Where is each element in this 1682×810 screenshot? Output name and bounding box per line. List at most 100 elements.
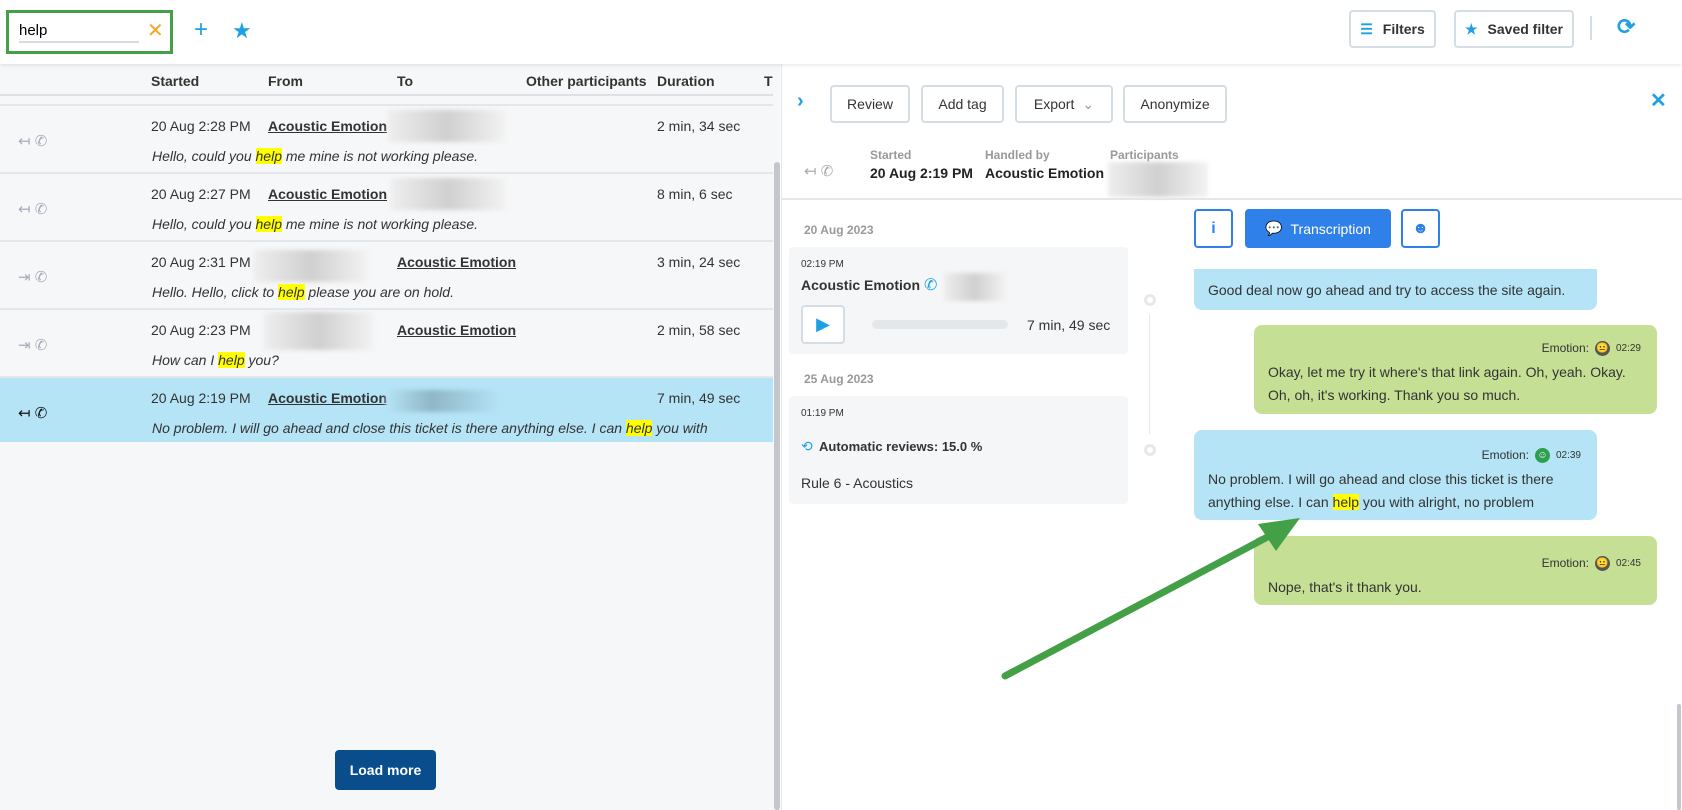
inbound-phone-icon: ↤ ✆ bbox=[18, 133, 48, 150]
search-input[interactable] bbox=[19, 19, 139, 43]
star-icon[interactable]: ★ bbox=[232, 18, 252, 43]
outbound-phone-icon: ⇥ ✆ bbox=[18, 337, 48, 354]
message-text: Nope, that's it thank you. bbox=[1268, 579, 1422, 595]
table-row[interactable]: ⇥ ✆ 20 Aug 2:23 PM Acoustic Emotion 2 mi… bbox=[0, 308, 773, 376]
saved-filter-button[interactable]: ★ Saved filter bbox=[1454, 10, 1574, 48]
emotion-tab[interactable]: ☻ bbox=[1401, 209, 1440, 248]
table-row[interactable]: ↤ ✆ 20 Aug 2:28 PM Acoustic Emotion 2 mi… bbox=[0, 104, 773, 172]
message-text: Good deal now go ahead and try to access… bbox=[1208, 282, 1566, 298]
started: 20 Aug 2:23 PM bbox=[151, 322, 251, 338]
started-label: Started bbox=[870, 148, 912, 162]
snippet: How can I help you? bbox=[152, 352, 279, 368]
chat-message-customer: Emotion: 😐 02:29 Okay, let me try it where… bbox=[1254, 325, 1657, 414]
stars-icon: ★ bbox=[1464, 20, 1478, 37]
anonymize-button[interactable]: Anonymize bbox=[1123, 85, 1227, 123]
transcription-tab[interactable]: 💬 Transcription bbox=[1245, 209, 1391, 248]
timeline-date: 25 Aug 2023 bbox=[804, 372, 874, 386]
snippet: Hello, could you help me mine is not wor… bbox=[152, 148, 479, 164]
inbound-phone-icon: ↤ ✆ bbox=[18, 201, 48, 218]
handled-by-label: Handled by bbox=[985, 148, 1050, 162]
from-link[interactable]: Acoustic Emotion bbox=[268, 118, 388, 134]
from-link[interactable]: Acoustic Emotion bbox=[268, 390, 388, 406]
timeline-line bbox=[1149, 314, 1150, 434]
play-button[interactable]: ▶ bbox=[801, 305, 845, 344]
search-box: ✕ bbox=[6, 10, 173, 54]
rule-name: Rule 6 - Acoustics bbox=[801, 475, 914, 491]
started: 20 Aug 2:31 PM bbox=[151, 254, 251, 270]
auto-review-label: Automatic reviews: 15.0 % bbox=[819, 439, 983, 454]
export-button[interactable]: Export ⌄ bbox=[1015, 85, 1113, 123]
col-t[interactable]: T bbox=[764, 73, 773, 89]
add-tag-button[interactable]: Add tag bbox=[921, 85, 1004, 123]
duration: 3 min, 24 sec bbox=[657, 254, 741, 270]
to-link[interactable]: Acoustic Emotion bbox=[397, 322, 517, 338]
review-button[interactable]: Review bbox=[830, 85, 910, 123]
review-time: 01:19 PM bbox=[801, 408, 844, 419]
message-text: No problem. I will go ahead and close th… bbox=[1208, 471, 1554, 510]
snippet: Hello. Hello, click to help please you a… bbox=[152, 284, 454, 300]
timeline-node bbox=[1144, 294, 1156, 306]
redacted-to bbox=[388, 110, 506, 142]
chat-message-agent: Emotion: ☺ 02:39 No problem. I will go ahe… bbox=[1194, 430, 1597, 520]
call-name: Acoustic Emotion bbox=[801, 277, 921, 293]
snippet: No problem. I will go ahead and close th… bbox=[152, 420, 708, 436]
export-label: Export bbox=[1033, 96, 1075, 112]
handled-by-value: Acoustic Emotion bbox=[985, 165, 1105, 181]
col-from[interactable]: From bbox=[268, 73, 303, 89]
plus-icon[interactable]: + bbox=[194, 16, 209, 43]
started: 20 Aug 2:19 PM bbox=[151, 390, 251, 406]
transcription-label: Transcription bbox=[1290, 220, 1371, 237]
happy-face-icon: ☺ bbox=[1534, 448, 1550, 463]
redacted-number bbox=[944, 273, 1006, 301]
redacted-from bbox=[264, 312, 374, 350]
refresh-icon[interactable]: ⟳ bbox=[1617, 14, 1636, 39]
close-icon[interactable]: ✕ bbox=[147, 20, 164, 42]
duration: 2 min, 58 sec bbox=[657, 322, 741, 338]
playback-progress[interactable] bbox=[872, 320, 1008, 329]
call-card[interactable]: 02:19 PM Acoustic Emotion ✆ ▶ 7 min, 49 … bbox=[789, 247, 1128, 354]
from-link[interactable]: Acoustic Emotion bbox=[268, 186, 388, 202]
col-other-participants[interactable]: Other participants bbox=[526, 73, 647, 89]
chevron-right-icon[interactable]: › bbox=[797, 90, 804, 112]
neutral-face-icon: 😐 bbox=[1594, 556, 1610, 571]
redacted-from bbox=[254, 250, 368, 282]
review-card[interactable]: 01:19 PM ⟲ Automatic reviews: 15.0 % Rul… bbox=[789, 396, 1128, 504]
table-row-selected[interactable]: ↤ ✆ 20 Aug 2:19 PM Acoustic Emotion 7 mi… bbox=[0, 376, 773, 442]
started-value: 20 Aug 2:19 PM bbox=[870, 165, 973, 181]
info-tab[interactable]: i bbox=[1194, 209, 1233, 248]
load-more-button[interactable]: Load more bbox=[335, 750, 436, 790]
filter-icon: ☰ bbox=[1360, 20, 1373, 37]
snippet: Hello, could you help me mine is not wor… bbox=[152, 216, 479, 232]
emotion-label: Emotion: bbox=[1541, 341, 1589, 355]
filters-button[interactable]: ☰ Filters bbox=[1349, 10, 1436, 48]
redacted-to bbox=[386, 390, 501, 412]
to-link[interactable]: Acoustic Emotion bbox=[397, 254, 517, 270]
scrollbar[interactable] bbox=[774, 162, 780, 810]
col-duration[interactable]: Duration bbox=[657, 73, 715, 89]
chat-message-agent: Good deal now go ahead and try to access… bbox=[1194, 269, 1597, 310]
duration: 2 min, 34 sec bbox=[657, 118, 741, 134]
started: 20 Aug 2:28 PM bbox=[151, 118, 251, 134]
col-started[interactable]: Started bbox=[151, 73, 200, 89]
chevron-down-icon: ⌄ bbox=[1082, 95, 1095, 112]
emotion-label: Emotion: bbox=[1541, 556, 1589, 570]
redacted-to bbox=[391, 178, 506, 210]
auto-review-icon: ⟲ bbox=[801, 438, 813, 454]
scrollbar[interactable] bbox=[1677, 704, 1681, 810]
table-row[interactable]: ⇥ ✆ 20 Aug 2:31 PM Acoustic Emotion 3 mi… bbox=[0, 240, 773, 308]
duration: 8 min, 6 sec bbox=[657, 186, 733, 202]
chat-icon: 💬 bbox=[1265, 220, 1283, 236]
top-toolbar: ✕ + ★ ☰ Filters ★ Saved filter ⟳ bbox=[0, 0, 1682, 64]
filters-label: Filters bbox=[1382, 21, 1425, 37]
chat-message-customer: Emotion: 😐 02:45 Nope, that's it thank you… bbox=[1254, 536, 1657, 605]
message-text: Okay, let me try it where's that link ag… bbox=[1268, 364, 1626, 403]
message-time: 02:29 bbox=[1615, 343, 1641, 354]
started: 20 Aug 2:27 PM bbox=[151, 186, 251, 202]
close-icon[interactable]: ✕ bbox=[1650, 90, 1667, 112]
detail-panel: › Review Add tag Export ⌄ Anonymize ✕ ↤ ✆… bbox=[781, 64, 1682, 810]
col-to[interactable]: To bbox=[397, 73, 414, 89]
call-duration: 7 min, 49 sec bbox=[1027, 317, 1111, 333]
table-row[interactable]: ↤ ✆ 20 Aug 2:27 PM Acoustic Emotion 8 mi… bbox=[0, 172, 773, 240]
phone-icon: ✆ bbox=[924, 277, 938, 294]
redacted-participants bbox=[1108, 162, 1208, 197]
